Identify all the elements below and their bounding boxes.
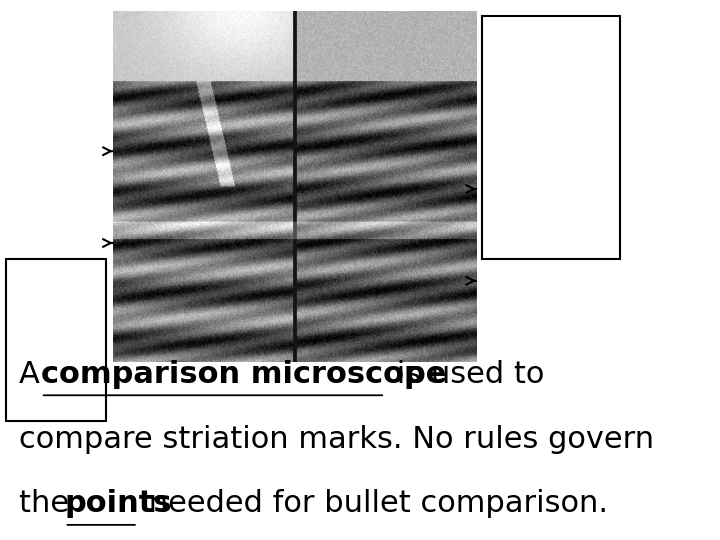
Bar <box>482 16 620 259</box>
Text: the: the <box>19 489 78 518</box>
Bar <box>6 259 107 421</box>
Text: is used to: is used to <box>387 360 544 389</box>
Text: A: A <box>19 360 50 389</box>
Text: needed for bullet comparison.: needed for bullet comparison. <box>139 489 608 518</box>
Text: comparison microscope: comparison microscope <box>41 360 446 389</box>
Text: compare striation marks. No rules govern: compare striation marks. No rules govern <box>19 424 654 454</box>
Text: points: points <box>65 489 172 518</box>
